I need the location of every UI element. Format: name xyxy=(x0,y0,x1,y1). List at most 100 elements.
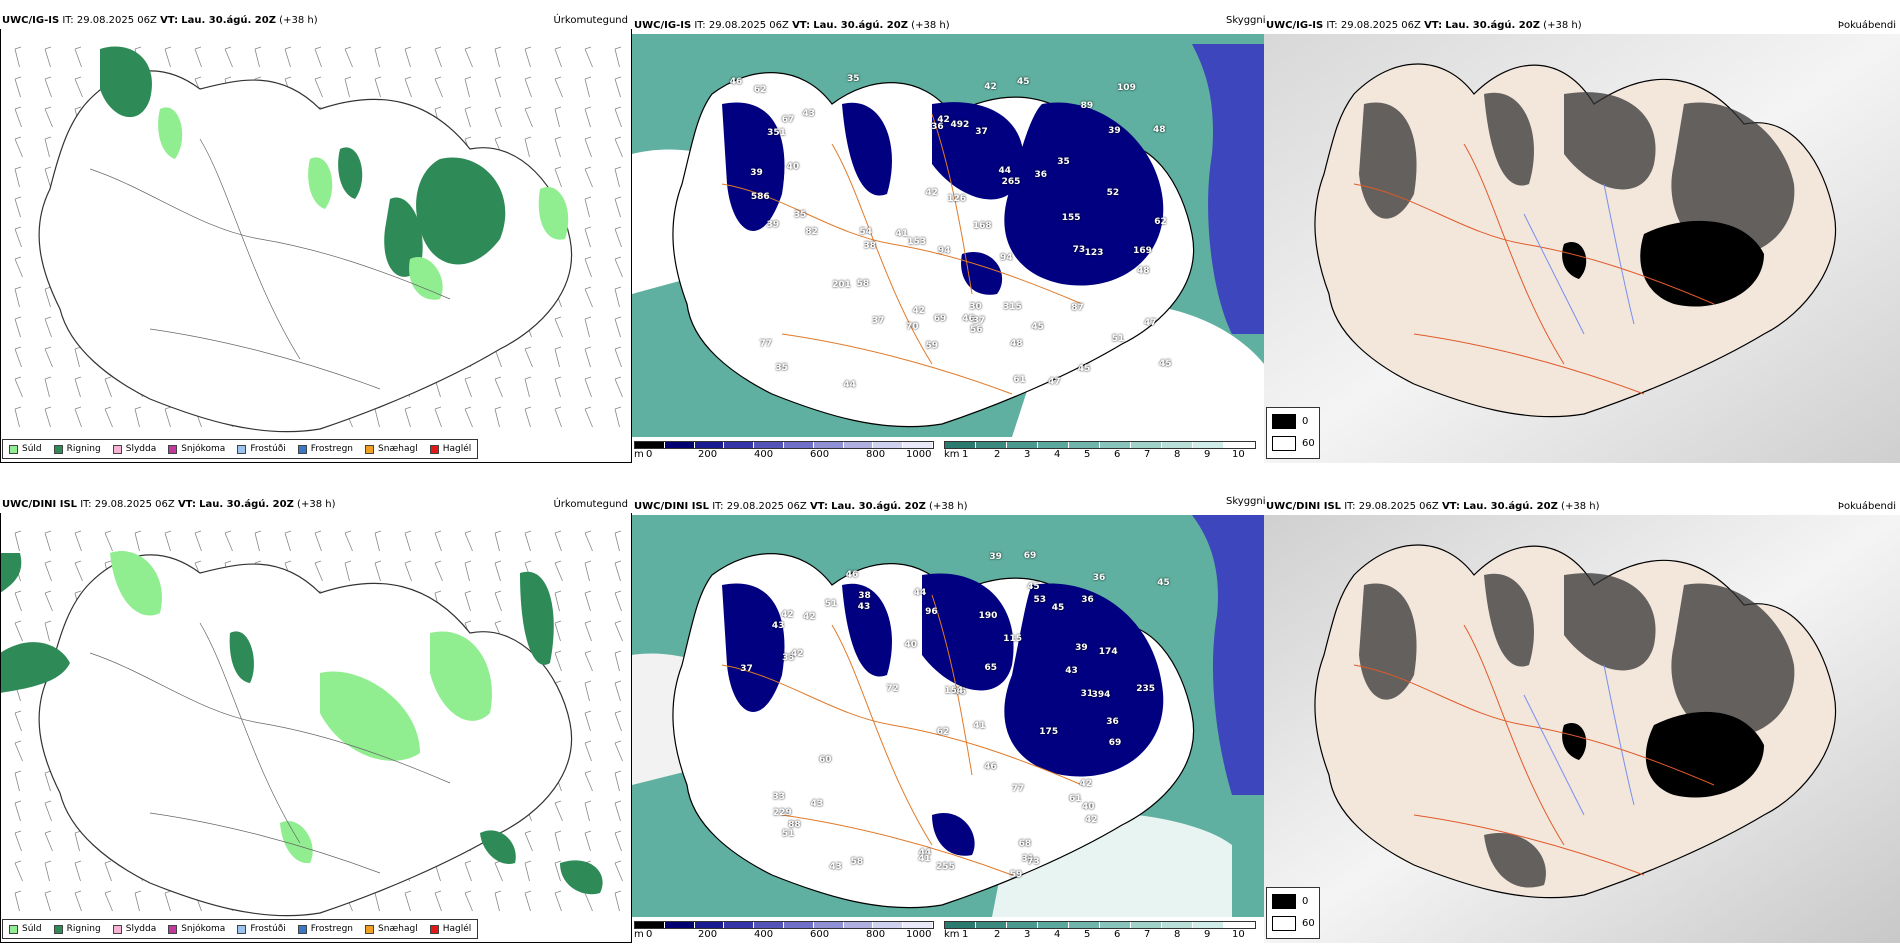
visibility-panel-title: Skyggni xyxy=(1226,15,1266,26)
panel-header: UWC/IG-IS IT: 29.08.2025 06Z VT: Lau. 30… xyxy=(632,17,1264,34)
visibility-map: 51 47 30 42 45 36 47 45 43 48 35 54 45 46 42 35 36 39 37 35… xyxy=(632,34,1264,437)
wind-barb xyxy=(614,226,622,248)
wind-barb xyxy=(464,560,472,582)
cloud-base-label: 48 xyxy=(1010,338,1023,349)
wind-barb xyxy=(74,76,83,98)
wind-barb xyxy=(554,346,562,368)
wind-barb xyxy=(224,530,233,552)
legend-snow-grains: Snæhagl xyxy=(365,444,418,454)
wind-barb xyxy=(494,860,503,882)
wind-barb xyxy=(584,76,592,98)
wind-barb xyxy=(584,376,592,398)
cloud-base-label: 229 xyxy=(772,807,792,818)
wind-barb xyxy=(14,860,23,882)
init-time: 29.08.2025 06Z xyxy=(708,20,789,31)
wind-barb xyxy=(344,560,352,582)
wind-barb xyxy=(14,196,22,218)
cloud-base-label: 65 xyxy=(984,662,997,673)
wind-barb xyxy=(14,166,22,188)
cloud-base-label: 41 xyxy=(973,720,986,731)
scale-tick: 6 xyxy=(1114,929,1121,940)
scale-tick: 8 xyxy=(1174,449,1181,460)
scale-tick: 1000 xyxy=(906,449,932,460)
wind-barb xyxy=(584,286,593,308)
wind-barb xyxy=(14,830,22,852)
cloud-base-label: 123 xyxy=(1084,248,1104,259)
wind-barb xyxy=(284,530,292,552)
wind-barb xyxy=(44,376,52,398)
scale-tick: 10 xyxy=(1232,449,1245,460)
cloud-base-label: 44 xyxy=(918,847,932,858)
legend-freezing-rain: Frostregn xyxy=(297,924,353,934)
cloud-base-label: 62 xyxy=(936,727,950,738)
wind-barb xyxy=(434,890,442,912)
legend-drizzle: Súld xyxy=(9,444,42,454)
cloud-base-label: 35 xyxy=(775,363,788,374)
cloud-base-label: 45 xyxy=(1027,581,1040,592)
valid-label: VT: xyxy=(1424,20,1443,31)
legend-freezing-rain: Frostregn xyxy=(297,444,353,454)
visibility-scale: km 1 2 3 4 5 6 7 8 9 10 xyxy=(944,439,1256,461)
precip-panel-bottom: UWC/DINI ISL IT: 29.08.2025 06Z VT: Lau.… xyxy=(0,496,632,943)
scale-unit: km xyxy=(944,449,960,460)
cloud-base-label: 45 xyxy=(1031,321,1044,332)
wind-barb xyxy=(14,286,22,308)
wind-barb xyxy=(44,830,53,852)
cloud-base-label: 190 xyxy=(978,610,998,621)
wind-barb xyxy=(584,830,592,852)
cloud-base-label: 36 xyxy=(1034,170,1048,181)
wind-barb xyxy=(74,376,82,398)
model-name: UWC/IG-IS xyxy=(2,15,60,26)
scale-tick: 800 xyxy=(866,929,886,940)
wind-barb xyxy=(554,650,562,672)
wind-barb xyxy=(584,800,592,822)
valid-time: Lau. 30.ágú. 20Z xyxy=(831,501,926,512)
wind-barb xyxy=(434,530,442,552)
model-name: UWC/DINI ISL xyxy=(1266,501,1342,512)
wind-barb xyxy=(584,740,592,762)
init-label: IT: xyxy=(694,20,706,31)
scale-tick: 400 xyxy=(754,929,774,940)
scale-tick: 7 xyxy=(1144,929,1151,940)
wind-barb xyxy=(134,890,142,912)
valid-label: VT: xyxy=(177,499,196,510)
cloud-base-label: 39 xyxy=(1075,642,1088,653)
wind-barb xyxy=(584,316,592,338)
cloud-base-label: 174 xyxy=(1098,646,1118,657)
cloud-base-label: 39 xyxy=(1108,125,1121,136)
fog-map-svg xyxy=(1264,34,1900,463)
cloud-base-label: 69 xyxy=(933,313,947,324)
wind-barb xyxy=(554,620,562,642)
wind-barb xyxy=(584,590,592,612)
cloud-base-label: 46 xyxy=(729,76,743,87)
cloud-base-label: 47 xyxy=(1048,376,1061,387)
cloud-base-label: 41 xyxy=(895,229,909,240)
valid-label: VT: xyxy=(1441,501,1460,512)
wind-barb xyxy=(524,890,532,912)
init-label: IT: xyxy=(1344,501,1356,512)
wind-barb xyxy=(44,890,52,912)
wind-barb xyxy=(404,890,412,912)
cloud-base-label: 169 xyxy=(1133,245,1152,256)
wind-barb xyxy=(44,620,52,642)
scale-tick: 2 xyxy=(994,449,1001,460)
wind-barb xyxy=(374,890,382,912)
wind-barb xyxy=(554,106,562,128)
cloud-base-label: 36 xyxy=(1081,594,1094,605)
scale-unit: m xyxy=(634,449,644,460)
wind-barb xyxy=(14,890,22,912)
scale-tick: 5 xyxy=(1084,449,1091,460)
cloud-base-label: 48 xyxy=(1136,265,1150,276)
cloud-base-label: 40 xyxy=(1082,802,1095,813)
valid-label: VT: xyxy=(160,15,179,26)
valid-time: Lau. 30.ágú. 20Z xyxy=(181,15,276,26)
wind-barb xyxy=(434,406,442,428)
legend-hail: Haglél xyxy=(429,924,471,934)
wind-barb xyxy=(164,406,172,428)
low-cloud-areas xyxy=(722,573,1164,856)
wind-barb xyxy=(524,346,533,368)
wind-barb xyxy=(554,560,563,582)
wind-barb xyxy=(524,530,532,552)
scale-unit: km xyxy=(944,929,960,940)
scale-tick: 9 xyxy=(1204,449,1211,460)
